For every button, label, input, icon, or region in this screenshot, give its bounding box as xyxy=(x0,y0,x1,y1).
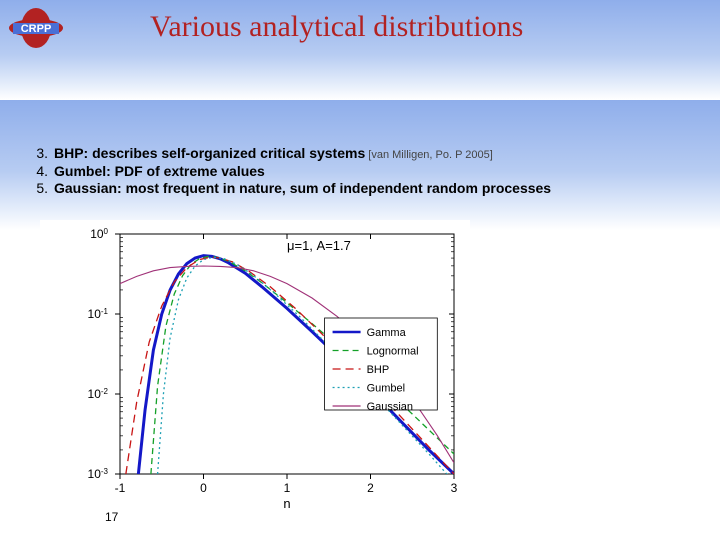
svg-text:3: 3 xyxy=(451,481,458,495)
svg-text:Gumbel: Gumbel xyxy=(367,383,406,395)
distributions-chart: 10-3 10-2 10-1 100 -1 0 1 2 3 n μ=1, A=1.7 Gamma Log… xyxy=(40,220,470,510)
svg-text:1: 1 xyxy=(284,481,291,495)
svg-text:Gaussian: Gaussian xyxy=(367,401,413,413)
list-item: 5. Gaussian: most frequent in nature, su… xyxy=(28,180,698,198)
page-number: 17 xyxy=(105,510,118,524)
svg-text:μ=1, A=1.7: μ=1, A=1.7 xyxy=(287,238,351,253)
svg-text:Lognormal: Lognormal xyxy=(367,346,419,358)
slide-title: Various analytical distributions xyxy=(150,10,523,44)
svg-text:BHP: BHP xyxy=(367,364,390,376)
svg-text:10-2: 10-2 xyxy=(88,387,109,402)
svg-text:10-3: 10-3 xyxy=(88,467,109,482)
svg-text:10-1: 10-1 xyxy=(88,307,109,322)
list-item: 4. Gumbel: PDF of extreme values xyxy=(28,163,698,181)
distribution-list: 3. BHP: describes self-organized critica… xyxy=(28,145,698,198)
svg-text:0: 0 xyxy=(200,481,207,495)
svg-text:-1: -1 xyxy=(115,481,126,495)
logo-text: CRPP xyxy=(21,23,52,35)
list-item: 3. BHP: describes self-organized critica… xyxy=(28,145,698,163)
svg-text:2: 2 xyxy=(367,481,374,495)
crpp-logo: CRPP xyxy=(6,6,66,51)
svg-text:Gamma: Gamma xyxy=(367,327,407,339)
svg-text:n: n xyxy=(283,496,290,510)
svg-text:100: 100 xyxy=(90,227,108,242)
